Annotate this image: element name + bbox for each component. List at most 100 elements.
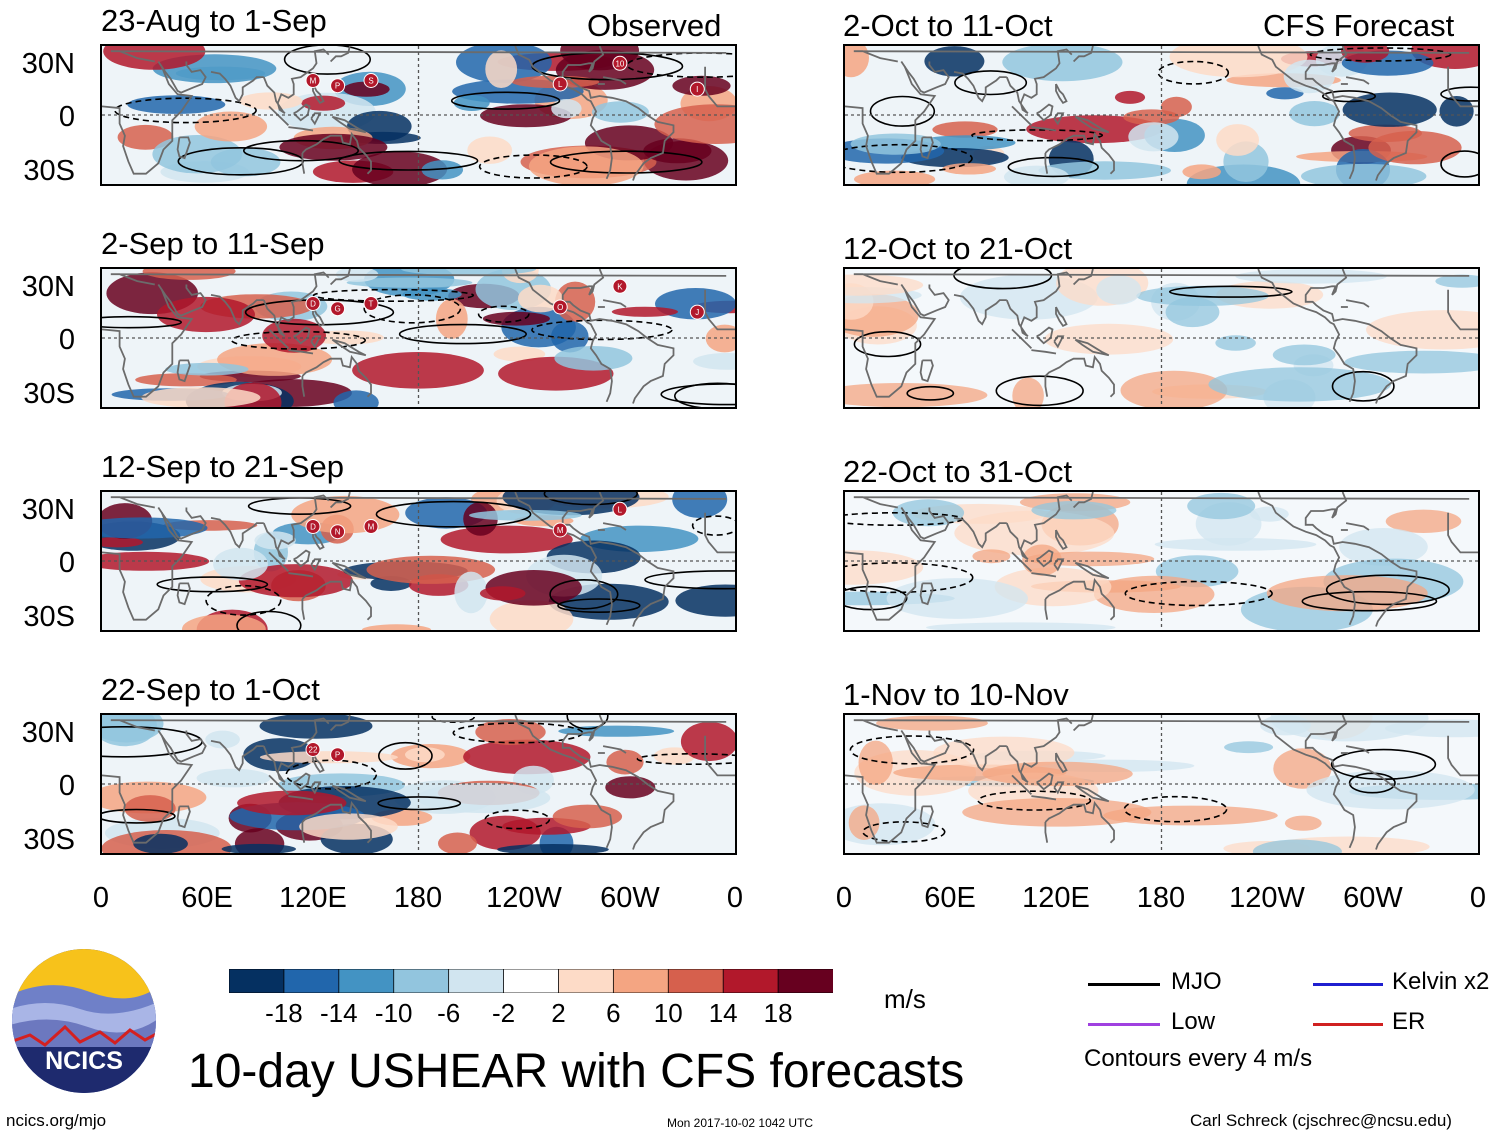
shear-anomaly-region [845,383,988,407]
colorbar-bin-3 [393,968,450,994]
shear-anomaly-region [102,517,208,539]
shear-anomaly-region [221,843,296,853]
coastline [329,46,351,63]
colorbar-tick: -2 [491,998,516,1028]
coastline [1072,46,1094,63]
svg-text:M: M [310,77,317,86]
shear-anomaly-region [1252,839,1342,853]
svg-text:K: K [617,282,623,291]
shear-anomaly-region [551,99,582,119]
shear-anomaly-region [653,747,696,765]
shear-anomaly-region [1339,528,1428,566]
mjo-contour [557,598,641,613]
coastline [1304,269,1418,404]
shear-anomaly-region [1160,96,1192,117]
shear-anomaly-region [675,584,735,617]
coastline [1447,66,1478,108]
shear-anomaly-region [1182,164,1221,180]
mjo-contour [853,330,922,358]
logo-text: NCICS [45,1047,123,1075]
shear-anomaly-region [165,362,249,376]
shear-anomaly-region [693,353,735,370]
svg-text:I: I [696,85,698,94]
storm-marker: L [612,501,628,517]
shear-anomaly-region [421,160,464,180]
shear-anomaly-region [259,751,398,764]
coastline [210,294,264,326]
mjo-contour [869,95,936,127]
colorbar-bin-7 [612,968,670,994]
svg-text:22: 22 [309,746,318,755]
coastline [293,326,311,345]
shear-anomaly-region [213,547,268,581]
legend-line-mjo [1088,983,1160,986]
coastline [1345,745,1370,754]
shear-anomaly-region [654,104,735,144]
mjo-contour [156,576,269,593]
storm-marker: M [305,73,321,88]
shear-anomaly-region [1169,46,1308,78]
colorbar-tick: -18 [265,998,303,1028]
shear-anomaly-region [1031,501,1117,520]
x-tick-right-60w: 60W [1343,882,1403,914]
coastline [293,549,311,568]
storm-marker: L [552,76,568,92]
mjo-contour [549,579,619,610]
mjo-contour [906,385,955,401]
coastline [1011,105,1033,126]
coastline [312,306,325,328]
coastline [919,582,934,606]
shear-anomaly-region [845,46,869,78]
coastline [1036,103,1054,122]
coastline [904,61,950,94]
shear-anomaly-region [1250,506,1289,522]
shear-anomaly-region [1435,274,1478,288]
shear-anomaly-region [479,586,526,601]
coastline [845,729,937,844]
coastline [919,359,934,383]
coastline [1044,577,1115,621]
coastline [1036,549,1054,568]
svg-text:L: L [558,80,563,89]
shear-anomaly-region [1385,509,1462,533]
coastline [853,719,1470,732]
shear-anomaly-region [551,320,589,353]
coastline [845,283,937,398]
mjo-contour [114,97,257,124]
mjo-contour [102,315,182,329]
mjo-contour [845,143,973,174]
footer-url[interactable]: ncics.org/mjo [6,1111,107,1130]
coastline [514,492,613,626]
coastline [102,729,194,844]
shear-anomaly-region [453,95,490,111]
svg-text:T: T [369,300,374,309]
x-tick-right-60e: 60E [924,882,976,914]
coastline [262,271,330,338]
shear-anomaly-region [886,578,1028,619]
coastline [602,745,627,754]
shear-anomaly-region [343,81,390,97]
map-panel-obs-4: 22 P [100,713,737,855]
shear-anomaly-region [237,790,347,816]
coastline [1044,822,1049,843]
coastline [514,269,613,403]
map-panel-fc-3 [843,490,1480,632]
shear-anomaly-region [1235,269,1387,284]
shear-anomaly-region [982,761,1133,787]
storm-marker: S [363,73,379,88]
shear-anomaly-region [1114,90,1146,104]
colorbar-bin-6 [558,968,615,994]
coastline [845,506,937,621]
mjo-contour [231,330,366,350]
y-tick-30n-1: 30N [21,48,75,80]
coastline [262,494,330,561]
coastline [1044,376,1049,397]
coastline [1044,354,1115,398]
mjo-contour [377,796,462,811]
storm-marker: K [612,278,628,294]
storm-marker: P [330,747,346,763]
colorbar-bin-4 [448,968,505,994]
shear-anomaly-region [497,844,609,853]
coastline [210,740,264,772]
panel-title-fc-3: 22-Oct to 31-Oct [843,454,1073,489]
